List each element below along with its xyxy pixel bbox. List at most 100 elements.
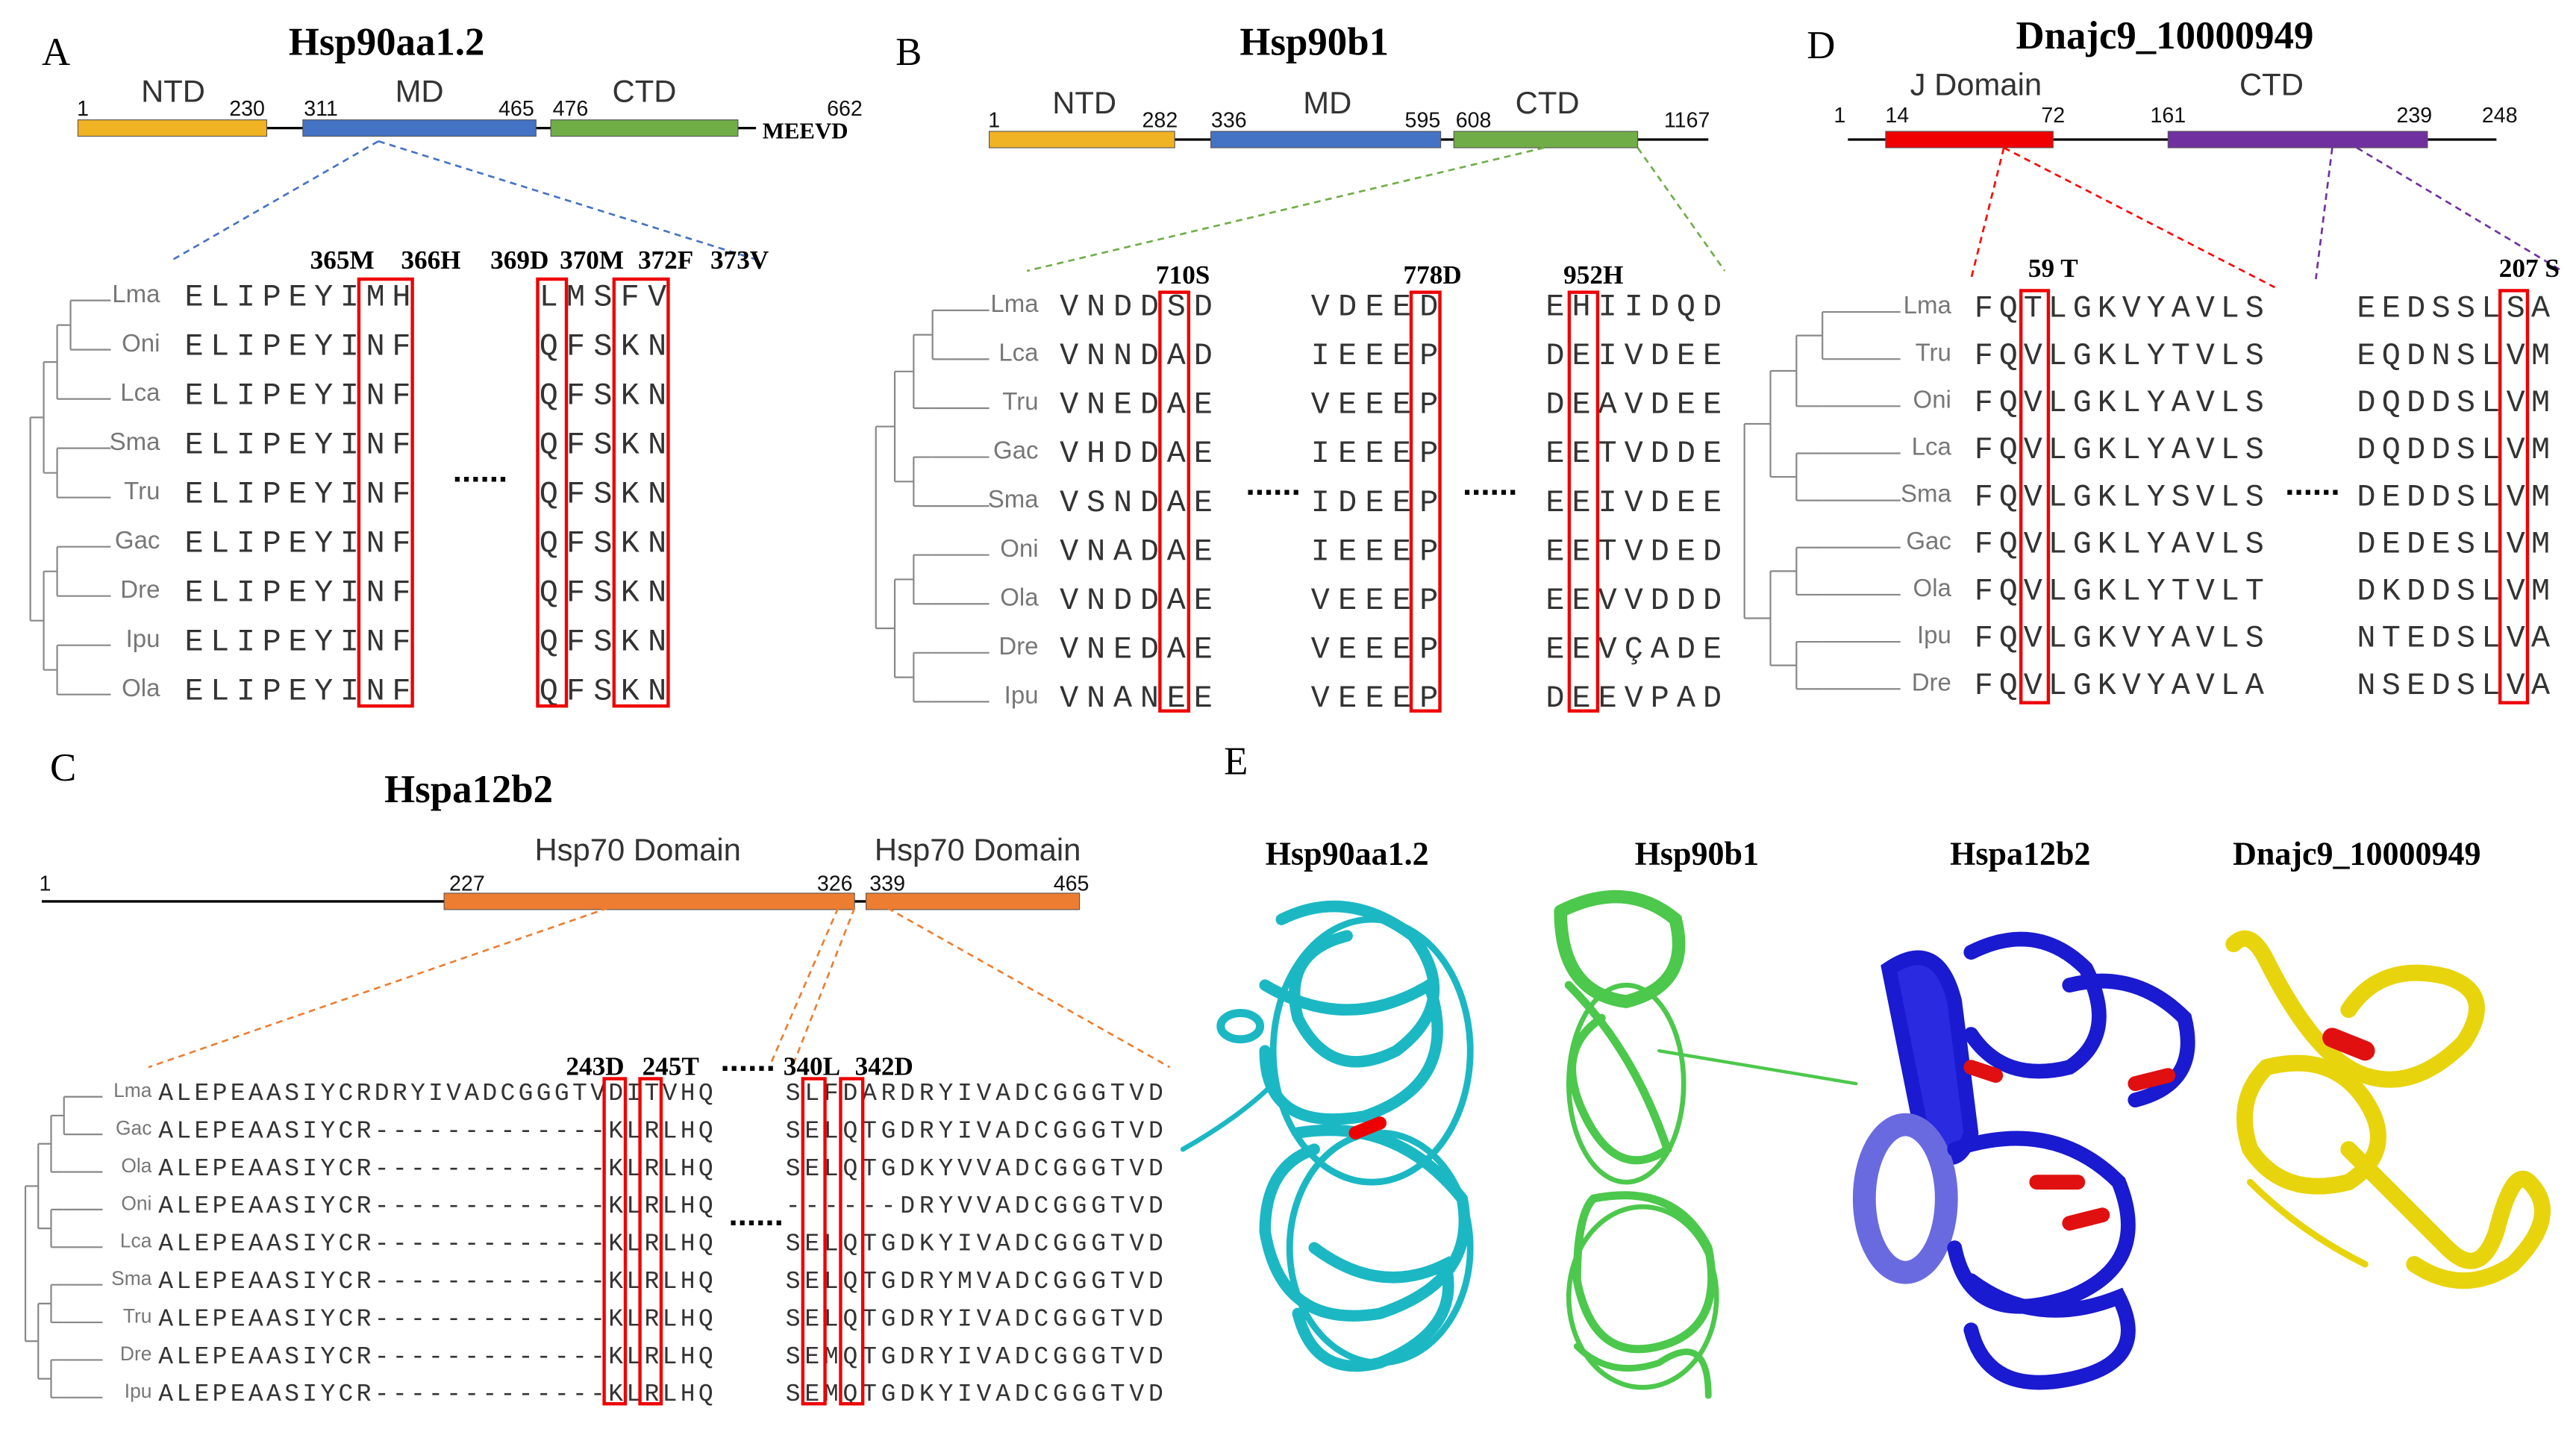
phylogenetic-tree: [29, 299, 111, 695]
sequence: ALEPEAASIYCR-------------KLRLHQ: [158, 1343, 713, 1371]
species-label: Lca: [998, 339, 1039, 366]
sequence: SLFDARDRYIVADCGGGTVD: [786, 1080, 1163, 1107]
sequence: EEIVDEE: [1545, 485, 1722, 521]
position-label: 227: [449, 872, 485, 895]
sequence: DEDDSLVM: [2357, 479, 2550, 515]
domain-label: CTD: [1516, 85, 1580, 120]
domain-bar: [302, 119, 537, 137]
panel-letter: E: [1224, 740, 1248, 783]
sequence: EETVDDE: [1545, 436, 1722, 472]
position-label: 326: [817, 872, 853, 895]
site-label: 952H: [1563, 260, 1623, 290]
species-label: Lca: [1912, 433, 1952, 460]
structure-dnajc9: [2225, 930, 2551, 1289]
sequence: NSEDSLVA: [2357, 668, 2551, 704]
sequence: NTEDSLVA: [2357, 621, 2551, 657]
sequence: VDEED: [1311, 289, 1439, 325]
site-label: 370M: [560, 246, 624, 275]
domain-bar: [2167, 131, 2428, 148]
sequence: DEIVDEE: [1545, 338, 1722, 374]
sequence: EQDNSLVM: [2357, 338, 2550, 374]
sequence: IDEEP: [1311, 485, 1439, 521]
sequence: ALEPEAASIYCR-------------KLRLHQ: [158, 1192, 713, 1220]
species-label: Oni: [1000, 534, 1038, 562]
domain-bar: [1885, 131, 2054, 148]
structure-hspa12b2: [1852, 931, 2195, 1390]
structure-title: Dnajc9_10000949: [2233, 836, 2480, 872]
position-label: 662: [827, 97, 863, 121]
sequence: DQDDSLVM: [2357, 432, 2550, 468]
sequence: ELIPEYINF: [184, 525, 410, 561]
panel-title: Hsp90b1: [1239, 21, 1389, 64]
species-label: Lca: [120, 378, 160, 406]
sequence: SELQTGDRYIVADCGGGTVD: [786, 1117, 1163, 1145]
position-label: 1: [39, 872, 51, 895]
domain-label: Hsp70 Domain: [534, 832, 740, 867]
sequence: SELQTGDRYIVADCGGGTVD: [786, 1305, 1163, 1333]
structure-title: Hsp90b1: [1635, 836, 1759, 872]
highlight-box: [839, 1077, 865, 1406]
site-label: 366H: [401, 246, 460, 275]
zoom-line: [1026, 146, 1545, 272]
species-label: Gac: [1906, 527, 1951, 554]
highlight-box: [612, 277, 670, 708]
site-label: 369D: [490, 246, 548, 275]
sequence: QFSKN: [540, 427, 667, 463]
species-label: Tru: [1916, 338, 1951, 366]
ellipsis: ......: [453, 452, 507, 489]
highlight-box: [2019, 289, 2051, 704]
ellipsis: ......: [1246, 466, 1301, 502]
site-label: 373V: [710, 246, 769, 275]
panel-letter: A: [42, 31, 70, 74]
ellipsis: ......: [728, 1196, 783, 1233]
zoom-line: [1970, 147, 2005, 280]
phylogenetic-tree: [1743, 310, 1901, 690]
species-label: Lma: [990, 290, 1039, 317]
position-label: 72: [2041, 104, 2065, 128]
domain-bar: [1453, 131, 1639, 148]
highlight-box: [2498, 289, 2530, 704]
sequence: QFSKN: [540, 624, 667, 660]
domain-label: J Domain: [1910, 67, 2042, 102]
sequence: SELQTGDRYMVADCGGGTVD: [786, 1268, 1163, 1295]
domain-bar: [1210, 131, 1442, 148]
sequence: VEEEP: [1311, 631, 1439, 667]
sequence: FQVLGKLYAVLS: [1975, 432, 2264, 468]
sequence: VEEEP: [1311, 387, 1439, 423]
ellipsis: ......: [720, 1042, 775, 1078]
species-label: Ipu: [126, 625, 160, 652]
sequence: ELIPEYINF: [184, 378, 410, 413]
species-label: Tru: [1002, 387, 1038, 415]
sequence: LMSFV: [540, 279, 667, 315]
sequence: EEVVDDD: [1545, 583, 1722, 619]
sequence: FQVLGKLYTVLS: [1975, 338, 2264, 374]
sequence: FQVLGKVYAVLA: [1975, 668, 2265, 704]
highlight-box: [536, 277, 569, 708]
position-label: 1167: [1664, 108, 1710, 132]
domain-bar: [443, 892, 855, 910]
species-label: Sma: [988, 485, 1040, 513]
panel-title: Hspa12b2: [384, 768, 553, 811]
position-label: 1: [988, 108, 1000, 132]
site-label: 365M: [310, 246, 375, 275]
position-label: 248: [2482, 104, 2518, 128]
zoom-line: [2003, 146, 2275, 289]
sequence: EHIIDQD: [1545, 289, 1722, 325]
sequence: ELIPEYINF: [184, 673, 410, 709]
site-label: 207 S: [2499, 254, 2560, 283]
species-label: Dre: [120, 575, 160, 603]
domain-label: MD: [1303, 85, 1351, 120]
sequence: ELIPEYINF: [184, 575, 410, 610]
site-label: 245T: [643, 1051, 699, 1081]
species-label: Ola: [121, 1154, 151, 1177]
domain-bar: [989, 131, 1175, 148]
position-label: 336: [1211, 108, 1247, 132]
species-label: Sma: [111, 1267, 152, 1289]
zoom-line: [1636, 147, 1726, 272]
highlight-box: [602, 1077, 628, 1406]
zoom-line: [768, 907, 840, 1068]
domain-label: NTD: [141, 73, 205, 108]
sequence: SELQTGDKYVVADCGGGTVD: [786, 1155, 1163, 1183]
